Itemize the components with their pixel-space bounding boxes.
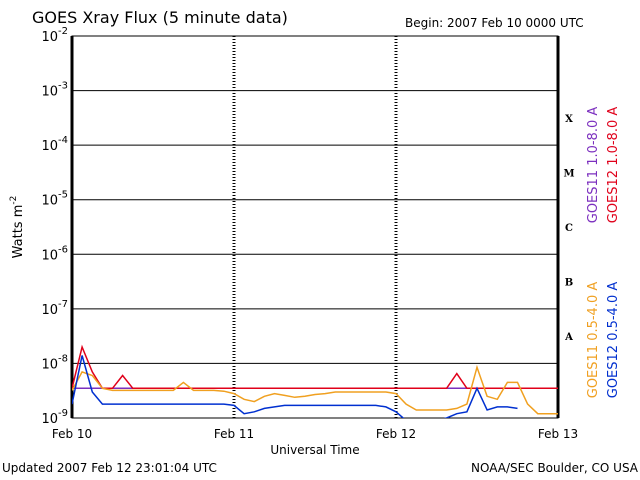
series-line bbox=[72, 364, 558, 415]
y-tick-base: 10 bbox=[41, 139, 58, 154]
y-tick-base: 10 bbox=[41, 357, 58, 372]
y-tick-base: 10 bbox=[41, 30, 58, 45]
y-tick-exponent: -3 bbox=[58, 81, 68, 92]
y-tick-label: 10-3 bbox=[41, 81, 68, 100]
flare-class: C bbox=[565, 223, 573, 234]
x-tick-label: Feb 12 bbox=[376, 427, 416, 441]
y-tick-label: 10-5 bbox=[41, 190, 68, 209]
plot-frame bbox=[71, 35, 559, 419]
y-tick-exponent: -6 bbox=[58, 244, 68, 255]
y-tick-base: 10 bbox=[41, 412, 58, 427]
legend-entry: GOES11 0.5-4.0 A bbox=[586, 282, 601, 399]
legend-entry: GOES11 1.0-8.0 A bbox=[586, 107, 601, 224]
y-tick-exponent: -5 bbox=[58, 190, 68, 201]
footer-left: Updated 2007 Feb 12 23:01:04 UTC bbox=[2, 461, 217, 475]
y-tick-label: 10-7 bbox=[41, 299, 68, 318]
y-tick-exponent: -9 bbox=[58, 408, 68, 419]
y-axis-label-exponent: -2 bbox=[9, 196, 19, 205]
y-tick-exponent: -2 bbox=[58, 26, 68, 37]
y-axis-label-text: Watts m bbox=[11, 205, 26, 259]
x-tick-label: Feb 10 bbox=[52, 427, 92, 441]
flare-class: X bbox=[565, 114, 573, 125]
y-tick-base: 10 bbox=[41, 194, 58, 209]
y-tick-exponent: -7 bbox=[58, 299, 68, 310]
x-axis-label: Universal Time bbox=[270, 443, 359, 457]
footer-right: NOAA/SEC Boulder, CO USA bbox=[471, 461, 639, 475]
y-tick-exponent: -8 bbox=[58, 353, 68, 364]
y-tick-base: 10 bbox=[41, 85, 58, 100]
y-tick-label: 10-6 bbox=[41, 244, 68, 263]
flare-class: B bbox=[565, 278, 573, 289]
subtitle: Begin: 2007 Feb 10 0000 UTC bbox=[405, 16, 584, 30]
y-tick-exponent: -4 bbox=[58, 135, 68, 146]
y-tick-label: 10-9 bbox=[41, 408, 68, 427]
legend-entry: GOES12 1.0-8.0 A bbox=[606, 107, 621, 224]
y-tick-label: 10-8 bbox=[41, 353, 68, 372]
flare-class: M bbox=[563, 168, 574, 179]
x-tick-label: Feb 11 bbox=[214, 427, 254, 441]
chart-title: GOES Xray Flux (5 minute data) bbox=[32, 8, 288, 27]
y-tick-label: 10-2 bbox=[41, 26, 68, 45]
series-line bbox=[72, 344, 558, 390]
x-tick-label: Feb 13 bbox=[538, 427, 578, 441]
y-axis-label: Watts m-2 bbox=[9, 196, 26, 259]
legend-entry: GOES12 0.5-4.0 A bbox=[606, 282, 621, 399]
y-tick-base: 10 bbox=[41, 248, 58, 263]
series-line bbox=[72, 355, 518, 418]
y-tick-label: 10-4 bbox=[41, 135, 68, 154]
flare-class: A bbox=[564, 332, 573, 343]
y-tick-base: 10 bbox=[41, 303, 58, 318]
